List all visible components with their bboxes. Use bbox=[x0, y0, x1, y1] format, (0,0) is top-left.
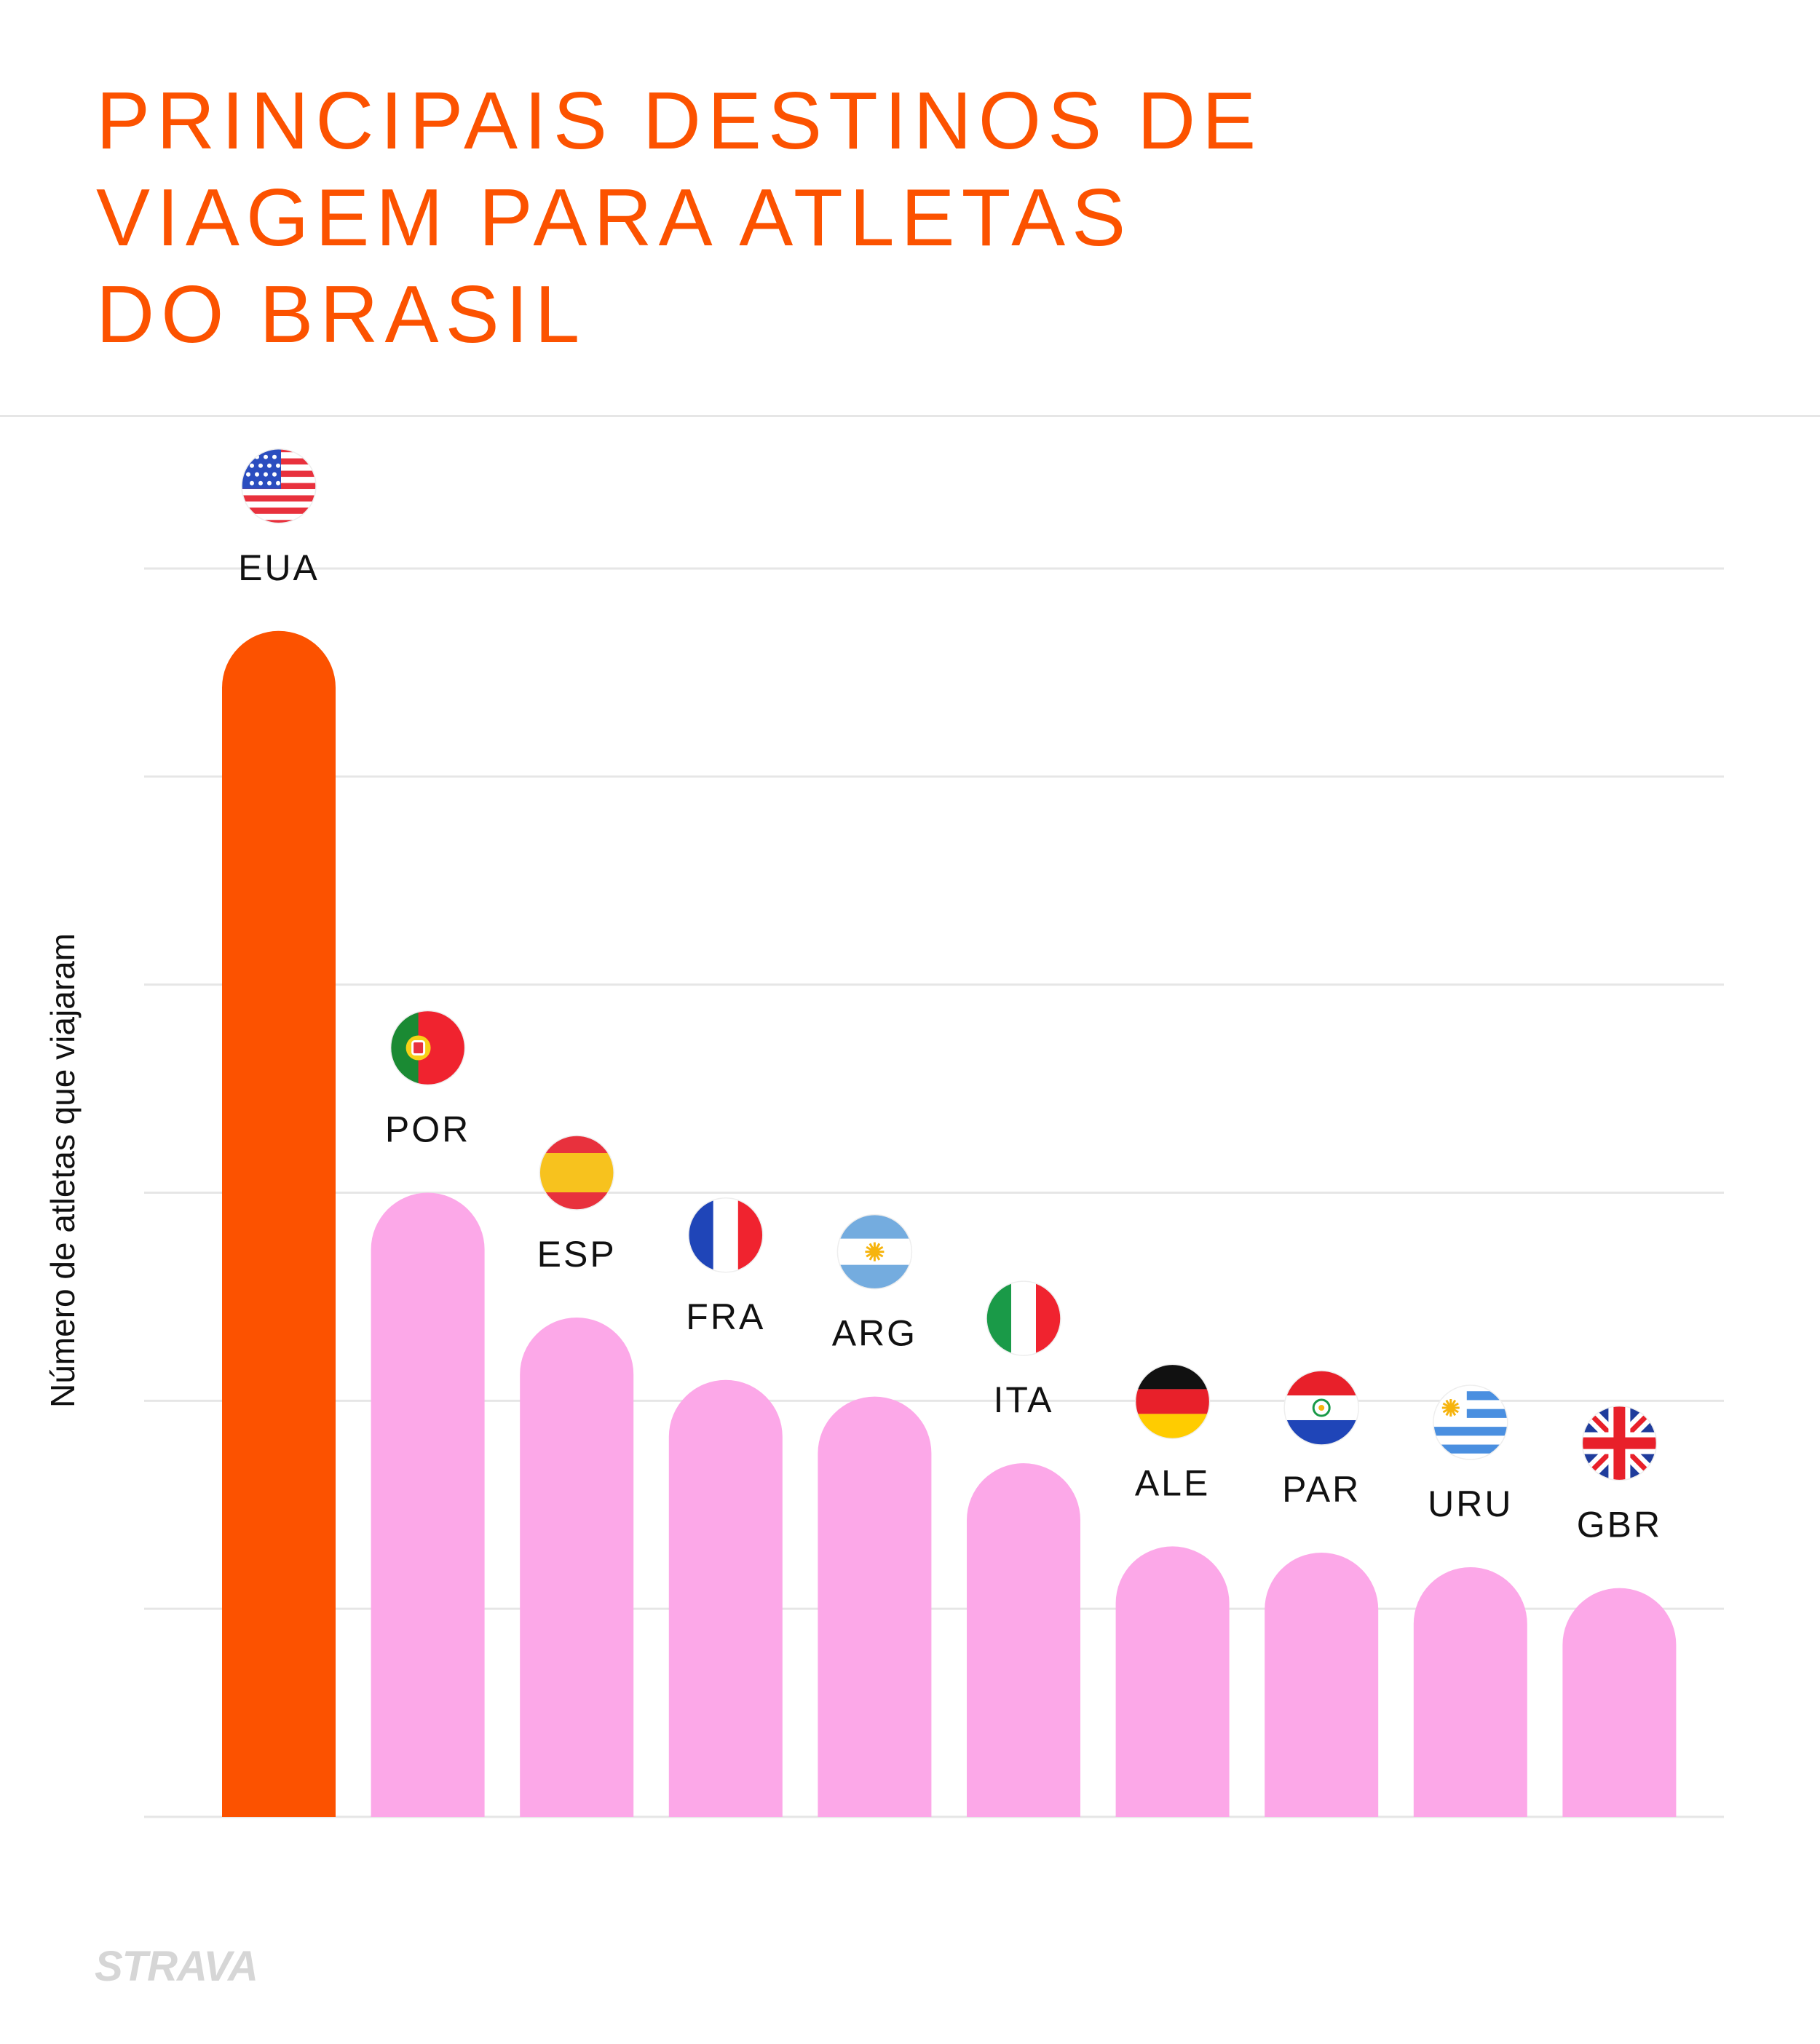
bar-fra bbox=[668, 1379, 783, 1817]
uk-flag-icon bbox=[1581, 1405, 1658, 1481]
france-flag-icon bbox=[688, 1197, 764, 1273]
category-label: FRA bbox=[686, 1296, 765, 1337]
bars bbox=[222, 630, 1677, 1817]
labels: EUA POR ESP FRA ARG ITA ALE PAR URU GBR bbox=[238, 448, 1662, 1545]
category-label: ALE bbox=[1135, 1462, 1211, 1503]
bar-esp bbox=[520, 1318, 634, 1817]
category-label: URU bbox=[1428, 1484, 1513, 1524]
bar-ita bbox=[967, 1463, 1080, 1817]
category-label: PAR bbox=[1282, 1469, 1361, 1510]
usa-flag-icon bbox=[241, 448, 317, 524]
category-label: ARG bbox=[832, 1313, 917, 1354]
title-line-2: VIAGEM PARA ATLETAS bbox=[96, 173, 1133, 263]
argentina-flag-icon bbox=[836, 1213, 913, 1290]
italy-flag-icon bbox=[986, 1280, 1061, 1356]
category-label: ITA bbox=[993, 1379, 1053, 1420]
bar-por bbox=[371, 1192, 485, 1817]
spain-flag-icon bbox=[539, 1135, 614, 1211]
bar-eua bbox=[222, 630, 336, 1817]
chart-title: PRINCIPAIS DESTINOS DE VIAGEM PARA ATLET… bbox=[96, 73, 1479, 363]
bar-arg bbox=[818, 1396, 932, 1817]
y-axis-label: Número de atletas que viajaram bbox=[44, 933, 82, 1408]
uruguay-flag-icon bbox=[1433, 1385, 1508, 1460]
strava-logo: STRAVA bbox=[95, 1943, 258, 1990]
bar-gbr bbox=[1562, 1588, 1677, 1817]
category-label: ESP bbox=[537, 1234, 617, 1275]
portugal-flag-icon bbox=[389, 1010, 466, 1086]
category-label: GBR bbox=[1577, 1505, 1662, 1545]
germany-flag-icon bbox=[1134, 1363, 1211, 1440]
paraguay-flag-icon bbox=[1283, 1370, 1359, 1446]
bar-ale bbox=[1115, 1546, 1230, 1817]
title-line-1: PRINCIPAIS DESTINOS DE bbox=[96, 76, 1263, 166]
category-label: EUA bbox=[238, 547, 320, 588]
title-line-3: DO BRASIL bbox=[96, 269, 587, 360]
bar-par bbox=[1265, 1552, 1379, 1817]
category-label: POR bbox=[385, 1109, 470, 1150]
bar-uru bbox=[1413, 1567, 1527, 1817]
title-divider bbox=[0, 415, 1820, 417]
